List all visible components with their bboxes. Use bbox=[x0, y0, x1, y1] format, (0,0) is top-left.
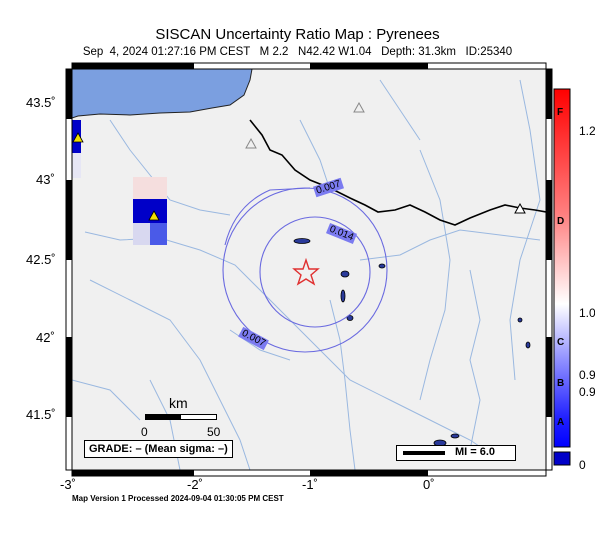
grade-letter: C bbox=[557, 337, 565, 348]
colorbar-tick: 0 bbox=[579, 458, 586, 472]
triangle-icon bbox=[245, 138, 257, 149]
colorbar-tick: 0.9 bbox=[579, 368, 595, 382]
colorbar-tick: 0.9 bbox=[579, 385, 595, 399]
grade-letter: A bbox=[557, 417, 565, 428]
border-line bbox=[249, 119, 546, 226]
lat-tick: 42.5˚ bbox=[26, 252, 56, 267]
lat-tick: 43.5˚ bbox=[26, 95, 56, 110]
scale-left: 0 bbox=[141, 425, 148, 439]
event-info: Sep 4, 2024 01:27:16 PM CEST M 2.2 N42.4… bbox=[82, 46, 513, 58]
star-icon bbox=[292, 258, 320, 286]
lat-tick: 41.5˚ bbox=[26, 407, 56, 422]
grade-box: GRADE: – (Mean sigma: –) bbox=[84, 440, 233, 458]
lakes bbox=[293, 238, 531, 447]
contours bbox=[222, 187, 388, 353]
triangle-icon bbox=[514, 203, 526, 214]
grade-letter: B bbox=[557, 378, 565, 389]
map-title: SISCAN Uncertainty Ratio Map : Pyrenees bbox=[155, 26, 440, 43]
mi-label: MI = 6.0 bbox=[455, 446, 496, 458]
lon-tick: -3˚ bbox=[60, 477, 76, 492]
triangle-icon bbox=[72, 132, 84, 143]
grade-letter: F bbox=[557, 107, 564, 118]
triangle-icon bbox=[353, 102, 365, 113]
colorbar-tick: 1.0 bbox=[579, 306, 595, 320]
lat-tick: 42˚ bbox=[36, 330, 55, 345]
colorbar bbox=[553, 88, 571, 466]
lon-tick: 0˚ bbox=[423, 477, 435, 492]
scale-title: km bbox=[169, 395, 188, 411]
map-frame bbox=[65, 62, 553, 477]
lon-tick: -1˚ bbox=[302, 477, 318, 492]
sea bbox=[72, 69, 253, 119]
scale-bar bbox=[145, 414, 217, 420]
triangle-icon bbox=[148, 210, 160, 221]
grade-letter: D bbox=[557, 216, 565, 227]
lon-tick: -2˚ bbox=[187, 477, 203, 492]
scale-right: 50 bbox=[207, 425, 221, 439]
colorbar-tick: 1.2 bbox=[579, 124, 595, 138]
mi-legend: MI = 6.0 bbox=[396, 445, 516, 461]
footer-text: Map Version 1 Processed 2024-09-04 01:30… bbox=[72, 494, 284, 503]
lat-tick: 43˚ bbox=[36, 172, 55, 187]
